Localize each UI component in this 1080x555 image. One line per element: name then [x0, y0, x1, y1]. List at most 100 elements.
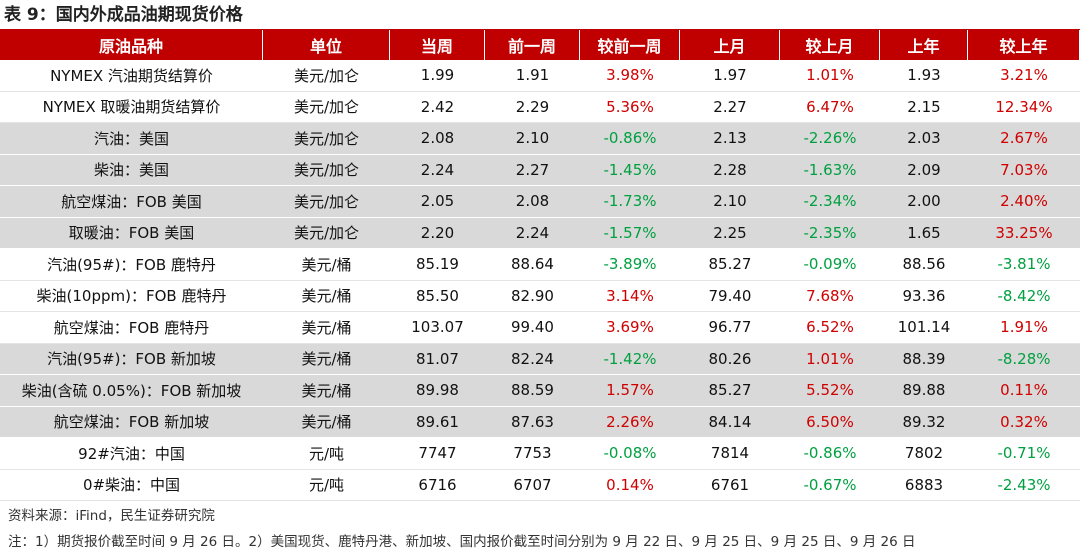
table-row: 汽油(95#)：FOB 鹿特丹 美元/桶 85.19 88.64 -3.89% 85.27… — [0, 249, 1080, 281]
cell: 0.11% — [1000, 381, 1048, 400]
cell: 89.88 — [902, 381, 946, 400]
cell: 美元/加仑 — [293, 66, 360, 85]
table-row: 取暖油：FOB 美国 美元/加仑 2.20 2.24 -1.57% 2.25 -2.35% 1… — [0, 217, 1080, 249]
table-row: 航空煤油：FOB 美国 美元/加仑 2.05 2.08 -1.73% 2.10 -2.34%… — [0, 186, 1080, 218]
cell: 美元/桶 — [301, 381, 352, 400]
cell: 6761 — [710, 475, 750, 494]
table-row: 柴油(10ppm)：FOB 鹿特丹 美元/桶 85.50 82.90 3.14% 79.4… — [0, 281, 1080, 312]
table: 原油品种 单位 当周 前一周 较前一周 上月 较上月 上年 较上年 NYMEX 汽油期货结算价 美元… — [0, 30, 1080, 501]
cell: 2.28 — [713, 160, 747, 179]
cell: 88.56 — [902, 255, 946, 274]
cell: 92#汽油：中国 — [78, 444, 185, 463]
cell: 1.93 — [907, 66, 941, 85]
table-row: 柴油(含硫 0.05%)：FOB 新加坡 美元/桶 89.98 88.59 1.57% 8… — [0, 375, 1080, 407]
cell: 7.68% — [806, 286, 854, 305]
table-row: NYMEX 汽油期货结算价 美元/加仑 1.99 1.91 3.98% 1.97 1.01%… — [0, 60, 1080, 92]
cell: 79.40 — [708, 286, 752, 305]
cell: 美元/桶 — [301, 318, 352, 337]
cell: -2.43% — [997, 475, 1051, 494]
table-row: 航空煤油：FOB 新加坡 美元/桶 89.61 87.63 2.26% 84.14 6.50… — [0, 406, 1080, 438]
cell: 3.98% — [606, 66, 654, 85]
cell: 0.14% — [606, 475, 654, 494]
cell: 88.39 — [902, 349, 946, 368]
cell: 1.97 — [713, 66, 747, 85]
table-row: 0#柴油：中国 元/吨 6716 6707 0.14% 6761 -0.67% 6883 -2.… — [0, 470, 1080, 501]
cell: -0.09% — [803, 255, 857, 274]
cell: 88.59 — [511, 381, 554, 400]
cell: 美元/桶 — [301, 413, 352, 432]
cell: -8.42% — [997, 286, 1051, 305]
cell: NYMEX 取暖油期货结算价 — [42, 98, 221, 117]
cell: -1.45% — [603, 160, 657, 179]
cell: 82.90 — [511, 286, 554, 305]
cell: 85.27 — [708, 381, 752, 400]
table-row: 柴油：美国 美元/加仑 2.24 2.27 -1.45% 2.28 -1.63% 2.09 7.… — [0, 154, 1080, 186]
cell: 汽油(95#)：FOB 鹿特丹 — [47, 255, 216, 274]
cell: 2.25 — [713, 223, 747, 242]
cell: -3.81% — [997, 255, 1051, 274]
cell: -8.28% — [997, 349, 1051, 368]
cell: 2.03 — [907, 129, 941, 148]
table-title: 表 9：国内外成品油期现货价格 — [4, 5, 243, 25]
cell: 2.24 — [420, 160, 455, 179]
cell: NYMEX 汽油期货结算价 — [50, 66, 213, 85]
cell: 103.07 — [411, 318, 464, 337]
cell: 2.15 — [907, 97, 941, 116]
cell: 元/吨 — [308, 476, 345, 495]
cell: 96.77 — [708, 318, 752, 337]
cell: 12.34% — [995, 97, 1053, 116]
cell: 前一周 — [485, 30, 580, 60]
cell: 85.19 — [416, 255, 459, 274]
cell: 2.08 — [420, 129, 455, 148]
cell: -0.67% — [803, 475, 857, 494]
cell: 99.40 — [511, 318, 554, 337]
cell: 85.27 — [708, 255, 752, 274]
cell: 2.40% — [1000, 192, 1048, 211]
cell: 7753 — [513, 444, 552, 463]
cell: -1.73% — [603, 192, 657, 211]
cell: 3.69% — [606, 318, 654, 337]
cell: 1.57% — [606, 381, 654, 400]
cell: -0.08% — [603, 444, 657, 463]
cell: 美元/桶 — [301, 350, 352, 369]
cell: 89.61 — [416, 412, 459, 431]
cell: 7802 — [904, 444, 944, 463]
cell: 较前一周 — [580, 30, 680, 60]
cell: 0.32% — [1000, 412, 1048, 431]
title-rule — [0, 29, 1080, 30]
cell: 美元/加仑 — [293, 161, 360, 180]
cell: 2.13 — [713, 129, 747, 148]
cell: 美元/加仑 — [293, 98, 360, 117]
cell: 柴油：美国 — [93, 161, 169, 180]
cell: 87.63 — [511, 412, 554, 431]
table-row: 汽油(95#)：FOB 新加坡 美元/桶 81.07 82.24 -1.42% 80.26… — [0, 343, 1080, 375]
cell: 1.91 — [515, 66, 550, 85]
cell: 101.14 — [897, 318, 951, 337]
source-note: 资料来源：iFind，民生证券研究院 — [8, 508, 215, 524]
cell: 6.47% — [806, 97, 854, 116]
cell: 2.05 — [420, 192, 455, 211]
cell: 7.03% — [1000, 160, 1048, 179]
cell: 2.08 — [515, 192, 550, 211]
cell: -1.42% — [603, 349, 657, 368]
cell: 84.14 — [708, 412, 752, 431]
cell: 6.50% — [806, 412, 854, 431]
cell: 2.27 — [713, 97, 747, 116]
cell: 2.10 — [713, 192, 747, 211]
table-row: 汽油：美国 美元/加仑 2.08 2.10 -0.86% 2.13 -2.26% 2.03 2.… — [0, 123, 1080, 155]
table-row: NYMEX 取暖油期货结算价 美元/加仑 2.42 2.29 5.36% 2.27 6.47… — [0, 92, 1080, 123]
header-row: 原油品种 单位 当周 前一周 较前一周 上月 较上月 上年 较上年 — [0, 30, 1080, 60]
cell: 2.29 — [515, 97, 550, 116]
cell: 85.50 — [416, 286, 459, 305]
cell: 6883 — [904, 475, 944, 494]
cell: -1.63% — [803, 160, 857, 179]
cell: 2.67% — [1000, 129, 1048, 148]
cell: 上月 — [680, 30, 780, 60]
cell: 2.27 — [515, 160, 550, 179]
cell: 1.01% — [806, 66, 854, 85]
cell: -1.57% — [603, 223, 657, 242]
cell: 82.24 — [511, 349, 554, 368]
cell: 2.42 — [420, 97, 455, 116]
cell: 汽油：美国 — [93, 129, 169, 148]
